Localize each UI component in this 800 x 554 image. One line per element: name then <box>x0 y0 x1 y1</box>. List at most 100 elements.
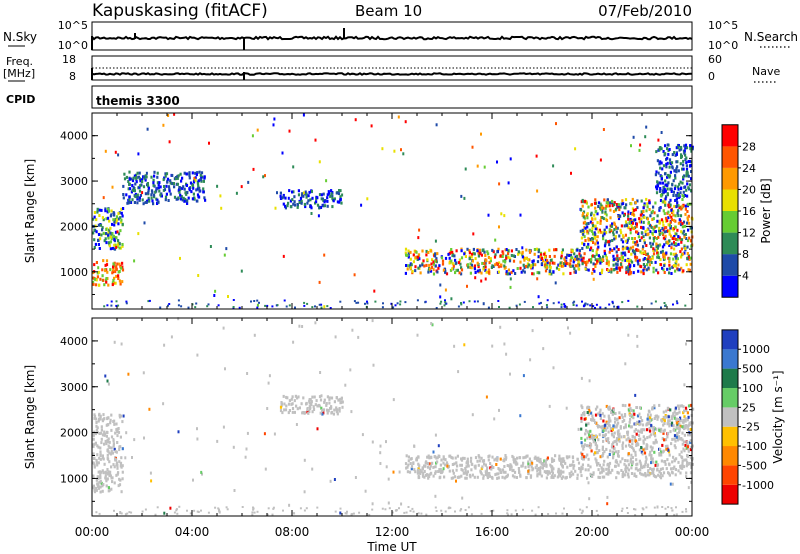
colorbar-frame <box>721 329 739 505</box>
range-time-cell <box>483 262 486 265</box>
range-time-cell <box>607 260 610 264</box>
range-time-cell <box>556 475 559 479</box>
range-time-cell <box>214 289 217 293</box>
range-time-cell <box>631 245 635 249</box>
range-time-cell <box>467 506 470 509</box>
range-time-cell <box>607 263 610 267</box>
range-time-cell <box>460 249 463 253</box>
range-time-cell <box>506 464 509 467</box>
range-time-cell <box>414 470 417 474</box>
range-time-cell <box>425 249 428 253</box>
range-time-cell <box>121 420 124 424</box>
range-time-cell <box>338 200 341 204</box>
range-time-cell <box>684 406 688 410</box>
range-time-cell <box>481 261 484 265</box>
range-time-cell <box>366 302 369 305</box>
range-time-cell <box>514 461 517 465</box>
range-time-cell <box>627 210 630 214</box>
range-time-cell <box>531 266 534 270</box>
range-time-cell <box>159 306 162 309</box>
range-time-cell <box>406 267 409 271</box>
range-time-cell <box>632 210 635 214</box>
range-time-cell <box>452 264 455 268</box>
range-time-cell <box>256 303 259 307</box>
range-time-cell <box>523 300 526 303</box>
range-time-cell <box>657 253 660 257</box>
range-time-cell <box>127 372 130 376</box>
range-time-cell <box>603 244 607 248</box>
range-time-cell <box>690 480 693 484</box>
range-time-cell <box>632 416 635 420</box>
range-time-cell <box>685 458 688 462</box>
range-time-cell <box>121 261 124 265</box>
range-time-cell <box>580 441 583 445</box>
range-time-cell <box>162 178 165 182</box>
range-time-cell <box>569 271 572 275</box>
range-time-cell <box>670 215 673 219</box>
range-time-cell <box>590 203 593 207</box>
range-time-cell <box>92 474 95 478</box>
range-time-cell <box>173 195 177 199</box>
x-tick-label: 16:00 <box>475 525 510 539</box>
range-time-cell <box>418 257 421 261</box>
range-time-cell <box>674 261 677 265</box>
range-time-cell <box>671 509 674 512</box>
range-time-cell <box>664 460 667 463</box>
range-time-cell <box>163 176 166 180</box>
range-time-cell <box>463 196 466 200</box>
date-title: 07/Feb/2010 <box>598 2 692 20</box>
range-time-cell <box>350 513 353 516</box>
range-time-cell <box>109 268 112 272</box>
range-time-cell <box>636 243 639 247</box>
range-time-cell <box>617 305 620 308</box>
range-time-cell <box>689 239 693 243</box>
range-time-cell <box>474 257 477 261</box>
range-time-cell <box>104 209 107 213</box>
range-time-cell <box>453 462 456 466</box>
range-time-cell <box>172 182 175 185</box>
range-time-cell <box>610 445 613 449</box>
range-time-cell <box>502 252 505 256</box>
range-time-cell <box>100 481 103 485</box>
range-time-cell <box>428 467 432 471</box>
nave-label: Nave <box>752 65 780 78</box>
range-time-cell <box>689 403 692 407</box>
range-time-cell <box>621 444 624 447</box>
range-time-cell <box>682 269 685 273</box>
range-time-cell <box>202 179 205 183</box>
range-time-cell <box>303 458 306 462</box>
range-time-cell <box>279 197 283 200</box>
range-time-cell <box>647 255 650 258</box>
range-time-cell <box>109 421 112 425</box>
range-time-cell <box>442 268 445 272</box>
range-time-cell <box>557 472 561 476</box>
range-time-cell <box>258 301 260 304</box>
range-time-cell <box>628 410 631 414</box>
range-time-cell <box>668 201 671 205</box>
range-time-cell <box>616 226 619 230</box>
range-time-cell <box>605 201 608 205</box>
range-time-cell <box>113 220 116 224</box>
range-time-cell <box>662 236 665 240</box>
range-time-cell <box>607 204 610 208</box>
range-time-cell <box>507 268 510 272</box>
range-time-cell <box>97 223 100 227</box>
range-time-cell <box>154 190 157 194</box>
range-time-cell <box>493 255 497 259</box>
range-time-cell <box>465 472 468 476</box>
range-time-cell <box>117 153 120 157</box>
range-time-cell <box>284 408 288 412</box>
range-time-cell <box>586 231 589 235</box>
range-time-cell <box>423 470 426 473</box>
range-time-cell <box>589 237 592 241</box>
range-time-cell <box>482 474 485 478</box>
range-time-cell <box>115 473 118 477</box>
range-time-cell <box>226 508 229 511</box>
range-time-cell <box>276 191 278 195</box>
range-time-cell <box>392 470 395 474</box>
range-time-cell <box>649 445 652 449</box>
range-time-cell <box>194 178 197 182</box>
range-time-cell <box>528 457 531 461</box>
range-time-cell <box>657 235 660 239</box>
range-time-cell <box>355 301 358 304</box>
